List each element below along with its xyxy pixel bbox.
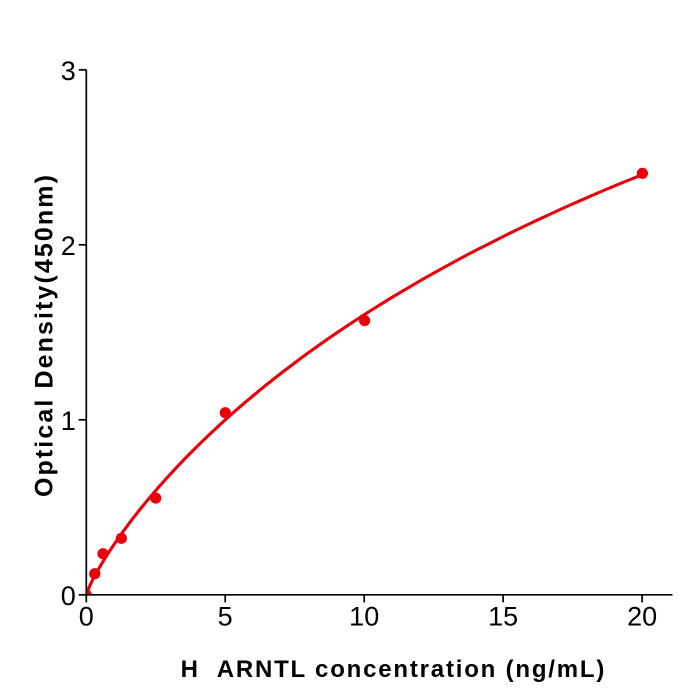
svg-text:5: 5 bbox=[218, 602, 233, 632]
svg-text:0: 0 bbox=[61, 581, 76, 611]
svg-text:10: 10 bbox=[349, 602, 379, 632]
svg-text:1: 1 bbox=[61, 406, 76, 436]
svg-text:3: 3 bbox=[61, 56, 76, 86]
svg-text:2: 2 bbox=[61, 231, 76, 261]
svg-text:H ARNTL concentration (ng/mL): H ARNTL concentration (ng/mL) bbox=[181, 656, 607, 683]
svg-text:15: 15 bbox=[488, 602, 518, 632]
svg-text:Optical Density(450nm): Optical Density(450nm) bbox=[30, 173, 58, 497]
svg-text:0: 0 bbox=[79, 602, 94, 632]
svg-text:20: 20 bbox=[627, 602, 657, 632]
